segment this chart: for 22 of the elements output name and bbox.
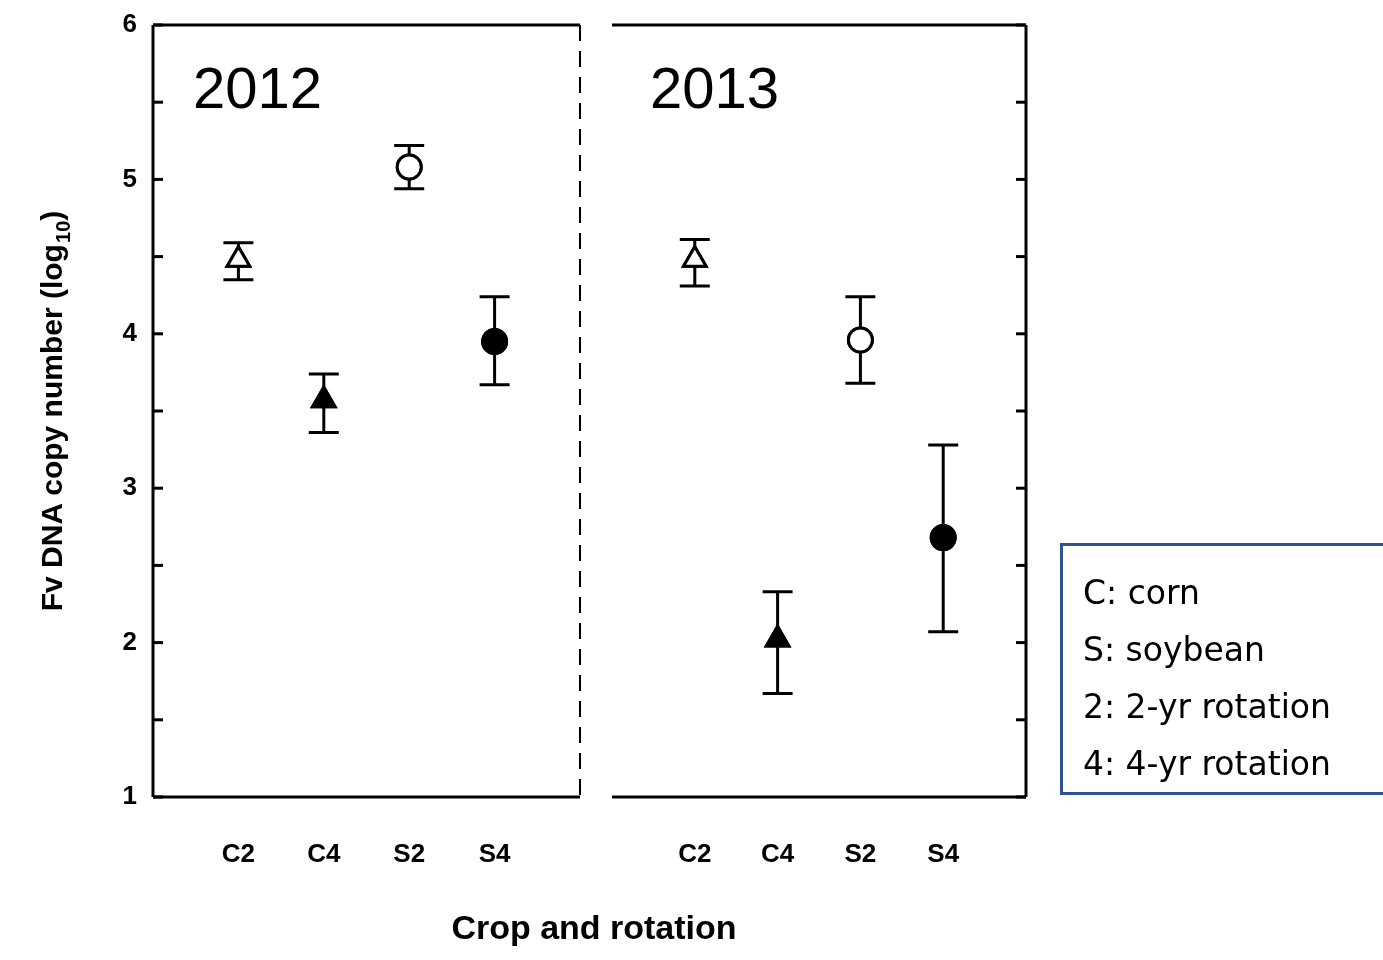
y-tick-label: 6 (122, 8, 137, 39)
y-tick-label: 3 (122, 471, 137, 502)
text: S: soybean (1083, 629, 1266, 671)
x-tick-label: S4 (478, 837, 512, 868)
y-tick-label: 2 (122, 625, 137, 656)
annotation: 2013 (650, 55, 780, 120)
y-tick-label: 1 (122, 780, 137, 811)
text: 2: 2-yr rotation (1083, 686, 1332, 728)
x-tick-label: C2 (221, 837, 256, 868)
y-tick-label: 5 (122, 162, 137, 193)
y-axis-title: Fv DNA copy number (log10) (35, 210, 74, 612)
text: C: corn (1083, 572, 1201, 614)
x-tick-label: C2 (678, 837, 712, 868)
x-tick-label: C4 (307, 837, 341, 868)
x-tick-label: S4 (927, 837, 960, 868)
y-tick-label: 4 (122, 316, 138, 347)
text: 4: 4-yr rotation (1083, 743, 1332, 785)
x-tick-label: C4 (760, 837, 795, 868)
x-tick-label: S2 (844, 837, 877, 868)
x-axis-title: Crop and rotation (450, 908, 738, 947)
x-tick-label: S2 (393, 837, 426, 868)
annotation: 2012 (193, 55, 323, 120)
